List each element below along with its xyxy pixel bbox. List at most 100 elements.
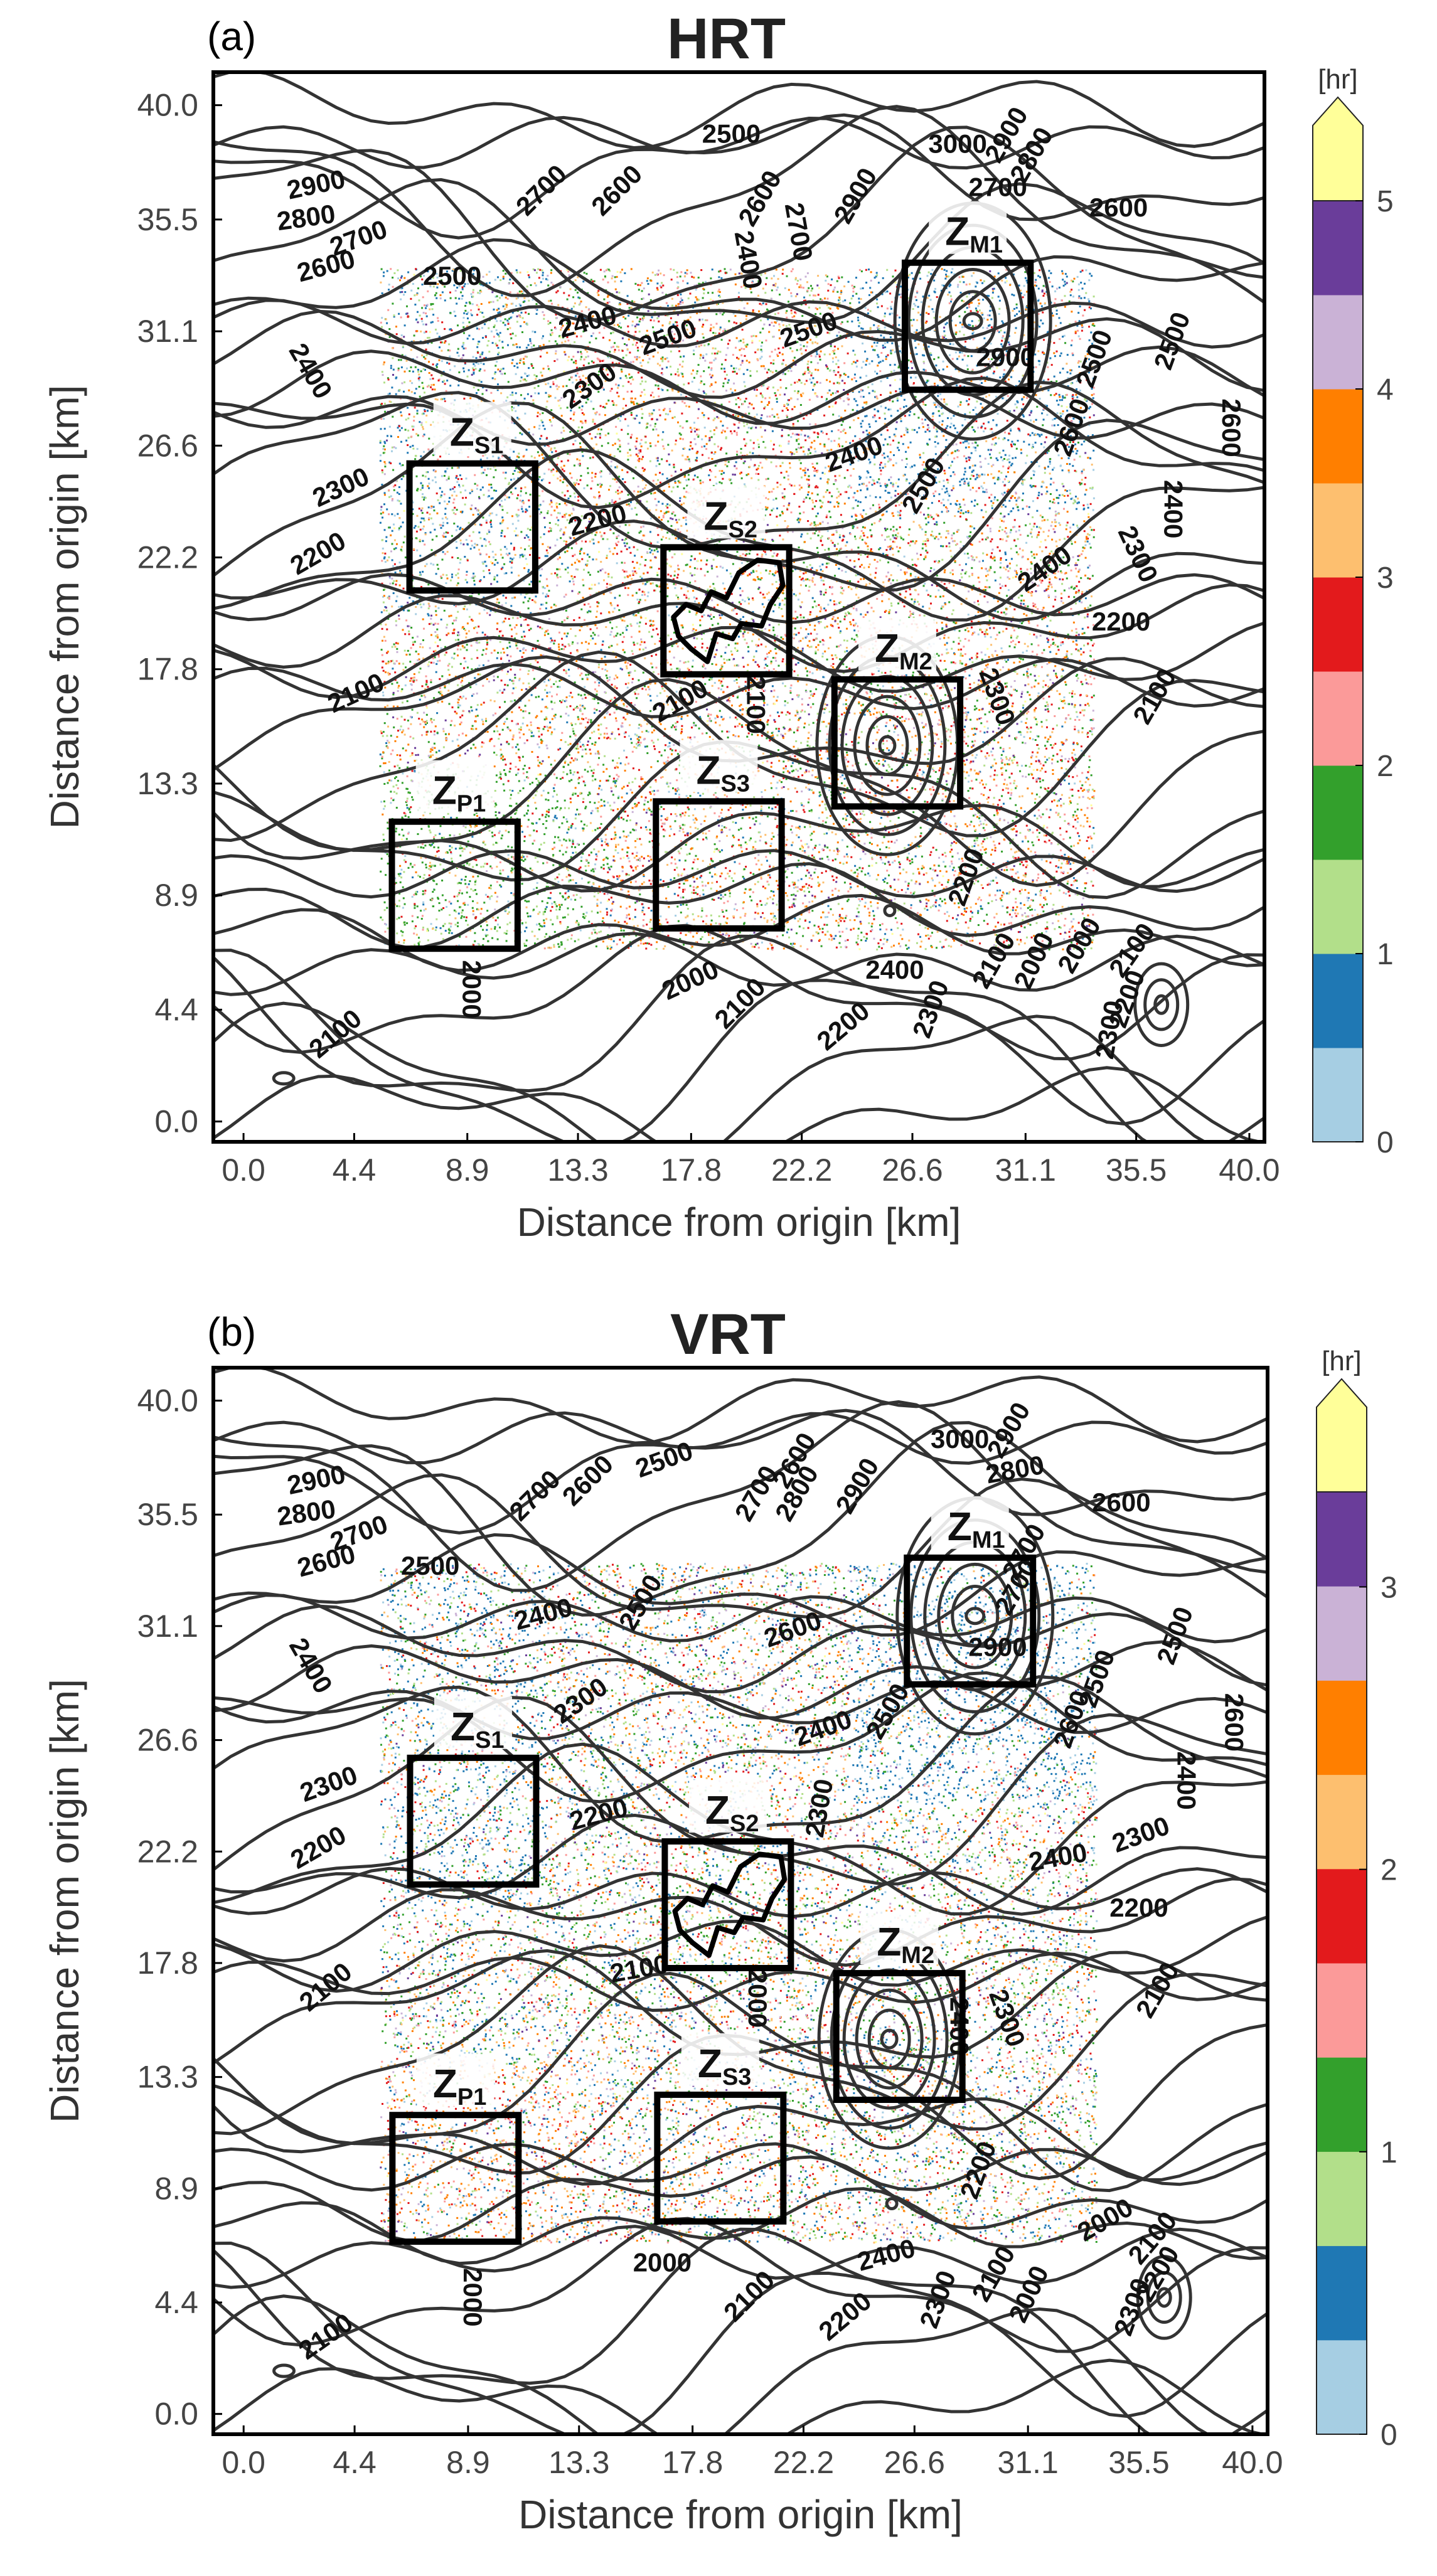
zone-letter: Z: [432, 768, 457, 813]
y-axis-label: Distance from origin [km]: [42, 385, 87, 829]
zone-letter: Z: [945, 209, 970, 254]
contour-label: 2000: [743, 1969, 772, 2028]
contour-line: [213, 862, 1264, 949]
colorbar-unit: [hr]: [1322, 1346, 1362, 1376]
contour-label: 2900: [968, 1632, 1027, 1661]
contour-line: [213, 1066, 1264, 1142]
contour-lines: [213, 72, 1264, 1142]
zone-label-bg: [433, 402, 511, 455]
contour-lines: [213, 1368, 1268, 2434]
contour-label: 3000: [928, 129, 986, 159]
contour-line: [213, 1696, 1268, 1886]
zone-subscript: P1: [457, 2084, 486, 2110]
contour-line: [213, 345, 1264, 425]
zone-box: [407, 1754, 540, 1888]
contour-label: 2700: [969, 172, 1027, 201]
contour-line: [272, 2363, 296, 2378]
colorbar-bin: [1317, 1774, 1367, 1870]
contour-line: [213, 125, 1264, 322]
zone-label-bg: [858, 617, 936, 671]
y-tick-label: 35.5: [137, 1497, 198, 1532]
zone-s2: ZS2: [660, 486, 793, 678]
contour-line: [213, 1001, 1208, 1142]
zone-subscript: M2: [899, 649, 932, 675]
x-tick-label: 8.9: [446, 2445, 490, 2480]
zone-subscript: P1: [457, 791, 486, 817]
contour-line: [213, 678, 1264, 887]
zone-m2: ZM2: [831, 617, 964, 810]
zone-box: [654, 2091, 787, 2225]
colorbar-bin: [1313, 295, 1363, 390]
contour-line: [937, 1562, 1013, 1669]
contour-label: 2600: [1089, 193, 1148, 222]
x-tick-label: 31.1: [995, 1152, 1056, 1188]
x-tick-label: 35.5: [1108, 2445, 1169, 2480]
contour-line: [213, 2217, 1268, 2353]
contour-label: 2000: [458, 2268, 488, 2326]
contour-line: [213, 1640, 1268, 1720]
y-axis-label: Distance from origin [km]: [42, 1679, 87, 2123]
contour-line: [213, 72, 1264, 150]
x-tick-label: 35.5: [1106, 1152, 1167, 1188]
contour-line: [213, 385, 1264, 446]
colorbar-bin: [1317, 1586, 1367, 1681]
zone-label-bg: [929, 201, 1007, 254]
zone-label: ZM1: [948, 1504, 1005, 1553]
x-axis-label: Distance from origin [km]: [518, 2492, 963, 2537]
x-tick-label: 22.2: [771, 1152, 832, 1188]
colorbar-bin: [1313, 860, 1363, 954]
colorbar-tick-label: 3: [1381, 1571, 1397, 1604]
x-tick-label: 13.3: [547, 1152, 608, 1188]
colorbar-tick-label: 5: [1377, 185, 1394, 218]
contour-line: [213, 1604, 1268, 1694]
colorbar-bin: [1317, 2339, 1367, 2435]
zone-box: [389, 2112, 522, 2245]
contour-line: [1136, 2255, 1192, 2340]
zone-box: [660, 544, 793, 678]
contour-label: 2200: [1092, 607, 1150, 636]
contour-label: 2000: [633, 2248, 692, 2277]
contour-line: [213, 115, 1264, 170]
colorbar-frame: [1312, 200, 1364, 1142]
contour-line: [213, 657, 1264, 718]
contour-line: [213, 1671, 1268, 1804]
zone-letter: Z: [450, 410, 474, 455]
chart-title: HRT: [667, 7, 786, 71]
zone-label: ZM1: [945, 209, 1003, 258]
contour-line: [213, 2241, 1268, 2434]
y-tick-label: 0.0: [154, 1104, 198, 1139]
x-tick-label: 0.0: [222, 1152, 265, 1188]
zone-m2: ZM2: [833, 1912, 966, 2103]
colorbar-bin: [1313, 483, 1363, 578]
contour-line: [213, 448, 1264, 622]
contour-line: [213, 2225, 1268, 2289]
contour-line: [213, 2227, 1268, 2419]
zone-s1: ZS1: [406, 402, 538, 594]
contour-line: [213, 2187, 1268, 2265]
zone-box: [901, 259, 1034, 393]
zone-letter: Z: [433, 2061, 457, 2106]
zone-label-bg: [687, 486, 766, 539]
y-tick-label: 31.1: [137, 1609, 198, 1644]
colorbar-tick-label: 0: [1381, 2419, 1397, 2452]
contour-label: 2600: [1217, 398, 1246, 457]
zone-letter: Z: [948, 1504, 972, 1549]
colorbar-tick-label: 3: [1377, 562, 1394, 595]
x-tick-label: 17.8: [662, 2445, 723, 2480]
axis-ticks: 0.0 4.4 8.9 13.3 17.8 22.2 26.6 31.1 35.5 40.0 0.0…: [137, 1383, 1283, 2480]
contour-line: [213, 1680, 1268, 1740]
contour-line: [213, 1742, 1268, 1916]
contour-line: [1133, 962, 1190, 1048]
y-tick-label: 22.2: [137, 1834, 198, 1869]
contour-line: [213, 1866, 1268, 1919]
zone-subscript: S2: [730, 1811, 759, 1837]
x-tick-label: 26.6: [884, 2445, 945, 2480]
y-tick-label: 4.4: [154, 992, 198, 1027]
colorbar-bin: [1317, 1492, 1367, 1587]
colorbar-tick-label: 2: [1377, 750, 1394, 783]
x-tick-label: 0.0: [222, 2445, 265, 2480]
contour-line: [213, 923, 1264, 1061]
contour-line: [951, 1585, 1000, 1647]
colorbar-extend-max: [1312, 96, 1364, 201]
